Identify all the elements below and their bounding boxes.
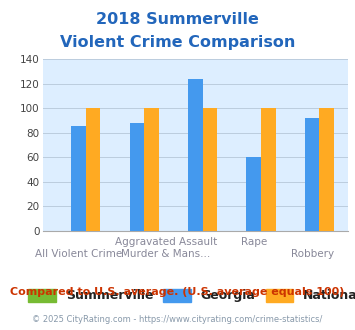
- Text: Aggravated Assault: Aggravated Assault: [115, 237, 217, 247]
- Text: Violent Crime Comparison: Violent Crime Comparison: [60, 35, 295, 50]
- Text: Robbery: Robbery: [290, 249, 334, 259]
- Text: Murder & Mans...: Murder & Mans...: [121, 249, 211, 259]
- Text: 2018 Summerville: 2018 Summerville: [96, 12, 259, 26]
- Text: Rape: Rape: [241, 237, 267, 247]
- Bar: [71, 126, 86, 231]
- Bar: [261, 109, 275, 231]
- Bar: [305, 118, 320, 231]
- Bar: [188, 79, 203, 231]
- Bar: [246, 157, 261, 231]
- Bar: [203, 109, 217, 231]
- Text: © 2025 CityRating.com - https://www.cityrating.com/crime-statistics/: © 2025 CityRating.com - https://www.city…: [32, 315, 323, 324]
- Text: All Violent Crime: All Violent Crime: [35, 249, 122, 259]
- Bar: [130, 123, 144, 231]
- Bar: [320, 109, 334, 231]
- Bar: [144, 109, 159, 231]
- Legend: Summerville, Georgia, National: Summerville, Georgia, National: [28, 289, 355, 302]
- Bar: [86, 109, 100, 231]
- Text: Compared to U.S. average. (U.S. average equals 100): Compared to U.S. average. (U.S. average …: [10, 287, 345, 297]
